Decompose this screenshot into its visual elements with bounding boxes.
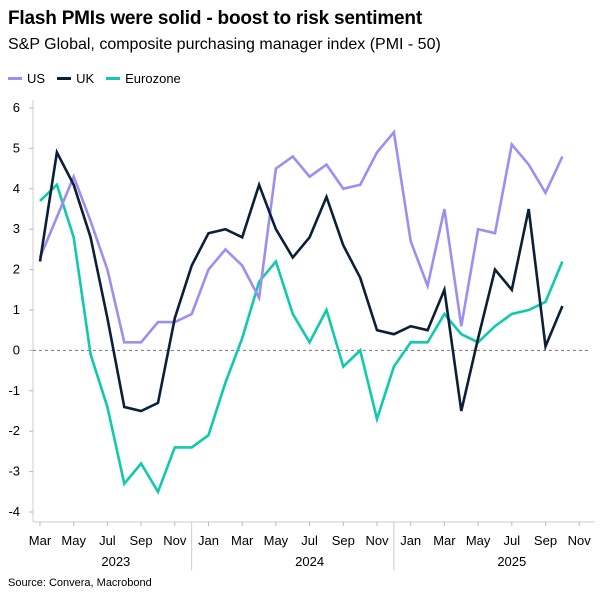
- legend: US UK Eurozone: [8, 71, 181, 86]
- legend-item-eurozone: Eurozone: [106, 71, 181, 86]
- x-tick-label: Sep: [130, 533, 153, 548]
- chart-title: Flash PMIs were solid - boost to risk se…: [8, 8, 422, 29]
- source-note: Source: Convera, Macrobond: [8, 577, 152, 589]
- x-tick-label: May: [61, 533, 86, 548]
- y-tick-label: -1: [8, 383, 20, 398]
- x-tick-label: Mar: [433, 533, 456, 548]
- y-tick-label: 0: [13, 342, 20, 357]
- x-tick-label: Jul: [503, 533, 520, 548]
- series-line-us: [38, 129, 564, 344]
- legend-swatch-eurozone: [106, 77, 121, 80]
- x-tick-label: Sep: [332, 533, 355, 548]
- x-tick-label: Nov: [365, 533, 389, 548]
- x-tick-label: Mar: [29, 533, 52, 548]
- series-line-eurozone: [39, 182, 564, 495]
- legend-swatch-us: [8, 77, 22, 80]
- x-tick-label: May: [466, 533, 491, 548]
- y-tick-label: 5: [13, 140, 20, 155]
- x-tick-label: Jan: [198, 533, 219, 548]
- legend-swatch-uk: [57, 77, 72, 80]
- year-label: 2023: [101, 554, 130, 569]
- y-tick-label: 6: [13, 100, 20, 115]
- x-tick-label: Mar: [231, 533, 254, 548]
- y-tick-label: -2: [8, 423, 20, 438]
- y-tick-label: 3: [13, 221, 20, 236]
- x-tick-label: Jul: [301, 533, 318, 548]
- y-tick-label: -3: [8, 464, 20, 479]
- series-line-uk: [38, 148, 564, 413]
- legend-label-us: US: [27, 71, 46, 86]
- year-label: 2024: [295, 554, 324, 569]
- legend-item-uk: UK: [57, 71, 94, 86]
- x-tick-label: May: [264, 533, 289, 548]
- y-tick-label: 4: [13, 181, 20, 196]
- y-tick-label: 1: [13, 302, 20, 317]
- y-tick-label: 2: [13, 262, 20, 277]
- x-tick-label: Sep: [534, 533, 557, 548]
- legend-label-uk: UK: [76, 71, 95, 86]
- year-label: 2025: [497, 554, 526, 569]
- x-tick-label: Nov: [163, 533, 187, 548]
- x-tick-label: Nov: [568, 533, 592, 548]
- legend-label-eurozone: Eurozone: [125, 71, 181, 86]
- y-tick-label: -4: [8, 504, 20, 519]
- legend-item-us: US: [8, 71, 45, 86]
- x-tick-label: Jul: [99, 533, 116, 548]
- chart-subtitle: S&P Global, composite purchasing manager…: [8, 36, 441, 53]
- x-tick-label: Jan: [400, 533, 421, 548]
